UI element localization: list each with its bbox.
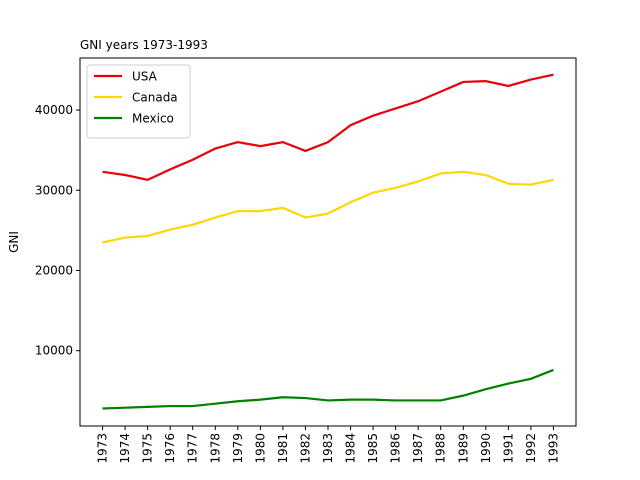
x-tick-label: 1975 [141, 433, 155, 464]
x-tick-label: 1987 [411, 433, 425, 464]
legend-box [86, 64, 191, 139]
x-tick-label: 1984 [344, 433, 358, 464]
x-tick-label: 1993 [546, 433, 560, 464]
x-tick-label: 1976 [163, 433, 177, 464]
x-tick-label: 1985 [366, 433, 380, 464]
chart-title: GNI years 1973-1993 [80, 38, 208, 52]
line-series [102, 170, 554, 244]
x-tick-label: 1988 [434, 433, 448, 464]
x-tick-label: 1991 [501, 433, 515, 464]
line-series [102, 73, 554, 181]
x-tick-label: 1990 [479, 433, 493, 464]
y-axis-label: GNI [7, 231, 21, 253]
x-tick-label: 1992 [524, 433, 538, 464]
legend-label: Mexico [132, 112, 174, 126]
x-tick-label: 1983 [321, 433, 335, 464]
x-tick-label: 1974 [118, 433, 132, 464]
line-series [102, 368, 554, 410]
x-tick-label: 1979 [231, 433, 245, 464]
x-tick-label: 1982 [298, 433, 312, 464]
y-tick-label: 10000 [35, 344, 73, 358]
x-tick-label: 1977 [186, 433, 200, 464]
y-tick-label: 20000 [35, 263, 73, 277]
x-tick-label: 1981 [276, 433, 290, 464]
x-tick-label: 1980 [253, 433, 267, 464]
plot-frame [79, 57, 577, 427]
legend-label: USA [132, 70, 158, 84]
legend-label: Canada [132, 91, 178, 105]
y-tick-label: 30000 [35, 183, 73, 197]
x-tick-label: 1973 [96, 433, 110, 464]
x-tick-label: 1986 [389, 433, 403, 464]
x-tick-label: 1989 [456, 433, 470, 464]
y-tick-label: 40000 [35, 103, 73, 117]
x-tick-label: 1978 [208, 433, 222, 464]
